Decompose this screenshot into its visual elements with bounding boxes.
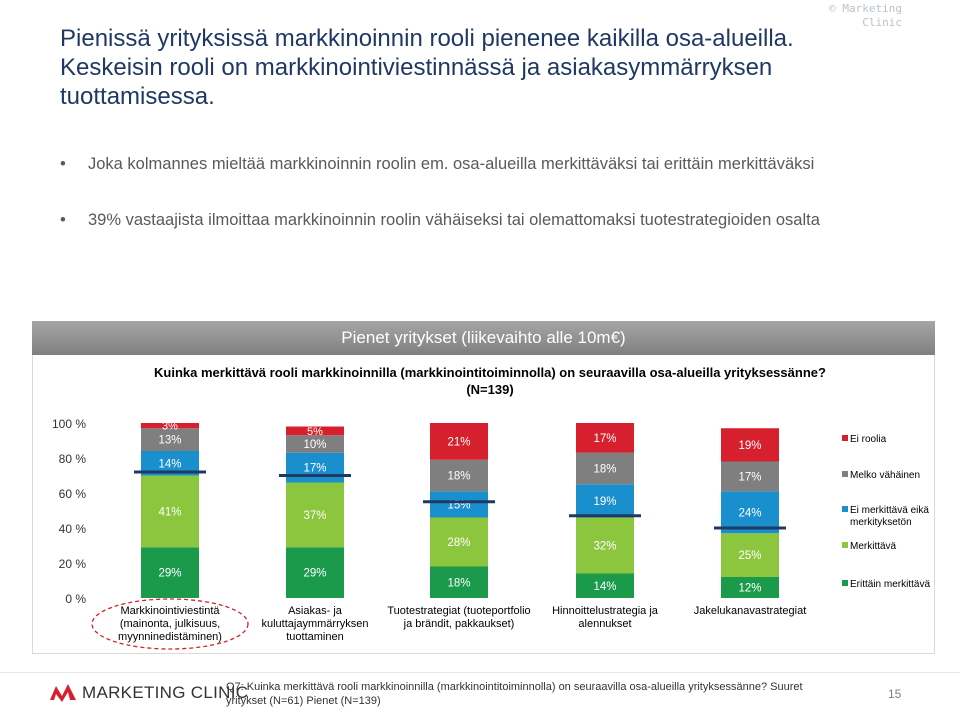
bar-segment [286,435,344,453]
data-label: 32% [593,541,616,553]
bar-segment [721,461,779,492]
legend-label: Merkittävä [850,541,897,552]
bar-segment [286,452,344,483]
footer-divider [0,672,960,673]
legend-label: Melko vähäinen [850,470,920,481]
category-label: Tuotestrategiat (tuoteportfolio ja brändi… [387,605,530,630]
bar-segment [721,533,779,577]
legend-swatch [842,506,848,512]
bar-segment [576,573,634,598]
data-label: 18% [447,577,470,589]
category-label: Hinnoittelustrategia ja alennukset [552,605,659,630]
bar-segment [576,517,634,574]
legend-swatch [842,471,848,477]
data-label: 19% [738,440,761,452]
bar-segment [286,547,344,598]
footer-brand: MARKETING CLINIC [82,683,249,702]
reference-line [714,526,786,530]
bar-segment [141,428,199,451]
bar-segment [430,491,488,518]
marketing-clinic-logo-icon [50,684,76,702]
y-tick-label: 60 % [59,487,87,501]
bar-segment [576,452,634,485]
y-tick-label: 20 % [59,557,87,571]
legend-label: Ei merkittävä eikä merkityksetön [850,505,929,528]
bullet-item: Joka kolmannes mieltää markkinoinnin roo… [60,152,880,176]
bar-segment [430,423,488,460]
bullet-item: 39% vastaajista ilmoittaa markkinoinnin … [60,208,880,232]
chart-title: Kuinka merkittävä rooli markkinoinnilla … [154,365,826,397]
highlight-ellipse [91,598,249,650]
bar-segment [286,482,344,548]
bar-segment [286,426,344,436]
category-label: Asiakas- ja kuluttajaymmärryksen tuottamin… [262,605,369,643]
data-label: 13% [158,435,181,447]
category-label: Jakelukanavastrategiat [694,605,807,617]
legend-label: Erittäin merkittävä [850,579,930,590]
footer-question-note: Q7: Kuinka merkittävä rooli markkinoinni… [226,681,803,707]
bar-segment [721,491,779,534]
data-label: 3% [162,421,178,433]
data-label: 21% [447,436,470,448]
data-label: 12% [738,583,761,595]
reference-line [423,500,495,504]
y-tick-label: 80 % [59,452,87,466]
bar-segment [721,428,779,462]
bar-segment [141,475,199,548]
slide-title: Pienissä yrityksissä markkinoinnin rooli… [60,25,794,110]
data-label: 41% [158,506,181,518]
watermark: © Marketing Clinic [829,2,902,29]
data-label: 29% [303,568,326,580]
segment-band: Pienet yritykset (liikevaihto alle 10m€) [32,321,935,355]
y-tick-label: 0 % [65,592,86,606]
data-label: 28% [447,537,470,549]
data-label: 5% [307,426,323,438]
y-tick-label: 40 % [59,522,87,536]
data-label: 17% [303,463,326,475]
category-label: Markkinointiviestintä (mainonta, julkisuu… [118,605,222,643]
bar-segment [430,459,488,492]
reference-line [134,470,206,474]
data-label: 18% [447,471,470,483]
data-label: 37% [303,510,326,522]
reference-line [279,474,351,477]
data-label: 17% [593,433,616,445]
chart-panel [32,355,935,654]
bar-segment [141,423,199,429]
data-label: 17% [738,471,761,483]
legend-swatch [842,580,848,586]
legend-swatch [842,435,848,441]
bar-segment [576,423,634,453]
data-label: 25% [738,550,761,562]
reference-line [569,514,641,518]
bar-segment [721,577,779,598]
page-number: 15 [888,687,902,701]
bar-segment [141,547,199,598]
bar-segment [430,517,488,567]
data-label: 10% [303,439,326,451]
data-label: 18% [593,464,616,476]
legend-label: Ei roolia [850,434,887,445]
data-label: 24% [738,507,761,519]
data-label: 14% [593,581,616,593]
bar-segment [576,484,634,518]
data-label: 29% [158,568,181,580]
data-label: 19% [593,496,616,508]
legend-swatch [842,542,848,548]
bullet-list: Joka kolmannes mieltää markkinoinnin roo… [60,152,880,264]
y-tick-label: 100 % [52,417,86,431]
bar-segment [430,566,488,598]
data-label: 14% [158,458,181,470]
